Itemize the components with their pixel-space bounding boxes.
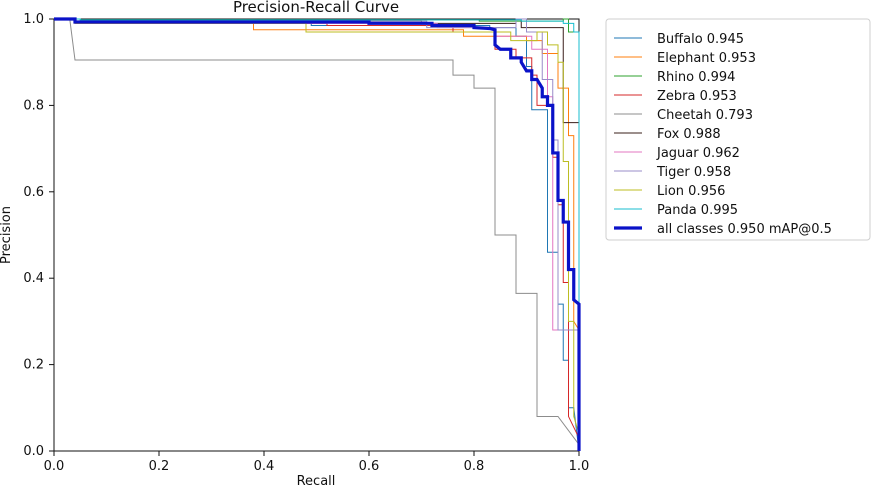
legend-label: Jaguar 0.962 xyxy=(656,146,740,161)
x-tick-label: 1.0 xyxy=(569,459,590,474)
x-axis-label: Recall xyxy=(297,474,336,488)
y-tick-label: 0.2 xyxy=(23,358,44,373)
legend-label: Panda 0.995 xyxy=(657,203,738,218)
legend-label: Cheetah 0.793 xyxy=(657,108,753,123)
y-tick-label: 0.4 xyxy=(23,271,44,286)
y-axis: 0.0 0.2 0.4 0.6 0.8 1.0 xyxy=(23,12,54,459)
y-tick-label: 0.8 xyxy=(23,98,44,113)
x-tick-label: 0.6 xyxy=(359,459,380,474)
plot-frame xyxy=(53,18,580,452)
legend-label: Zebra 0.953 xyxy=(657,89,737,104)
legend-label: Lion 0.956 xyxy=(657,184,725,199)
chart-title: Precision-Recall Curve xyxy=(233,0,399,16)
x-tick-label: 0.8 xyxy=(464,459,485,474)
x-tick-label: 0.0 xyxy=(44,459,65,474)
legend-frame xyxy=(605,18,871,241)
series-line-buffalo-0-945 xyxy=(54,18,580,452)
series-line-lion-0-956 xyxy=(54,18,580,451)
legend-label: all classes 0.950 mAP@0.5 xyxy=(657,222,832,237)
y-tick-label: 0.6 xyxy=(23,185,44,200)
series-line-panda-0-995 xyxy=(54,18,580,451)
y-tick-label: 1.0 xyxy=(23,12,44,27)
series-line-cheetah-0-793 xyxy=(54,18,580,451)
y-tick-label: 0.0 xyxy=(23,444,44,459)
x-tick-label: 0.4 xyxy=(254,459,275,474)
legend-label: Tiger 0.958 xyxy=(656,165,731,180)
x-axis: 0.0 0.2 0.4 0.6 0.8 1.0 xyxy=(44,451,590,474)
y-axis-label: Precision xyxy=(0,206,14,264)
legend-label: Fox 0.988 xyxy=(657,127,721,142)
legend: Buffalo 0.945 Elephant 0.953 Rhino 0.994 Ze… xyxy=(605,18,871,241)
legend-label: Buffalo 0.945 xyxy=(657,32,744,47)
plot-area xyxy=(53,18,580,452)
x-tick-label: 0.2 xyxy=(149,459,170,474)
series-lines xyxy=(54,17,581,452)
legend-label: Rhino 0.994 xyxy=(657,70,735,85)
series-line-all-classes-0-950-map-0-5 xyxy=(54,17,581,451)
legend-label: Elephant 0.953 xyxy=(657,51,756,66)
